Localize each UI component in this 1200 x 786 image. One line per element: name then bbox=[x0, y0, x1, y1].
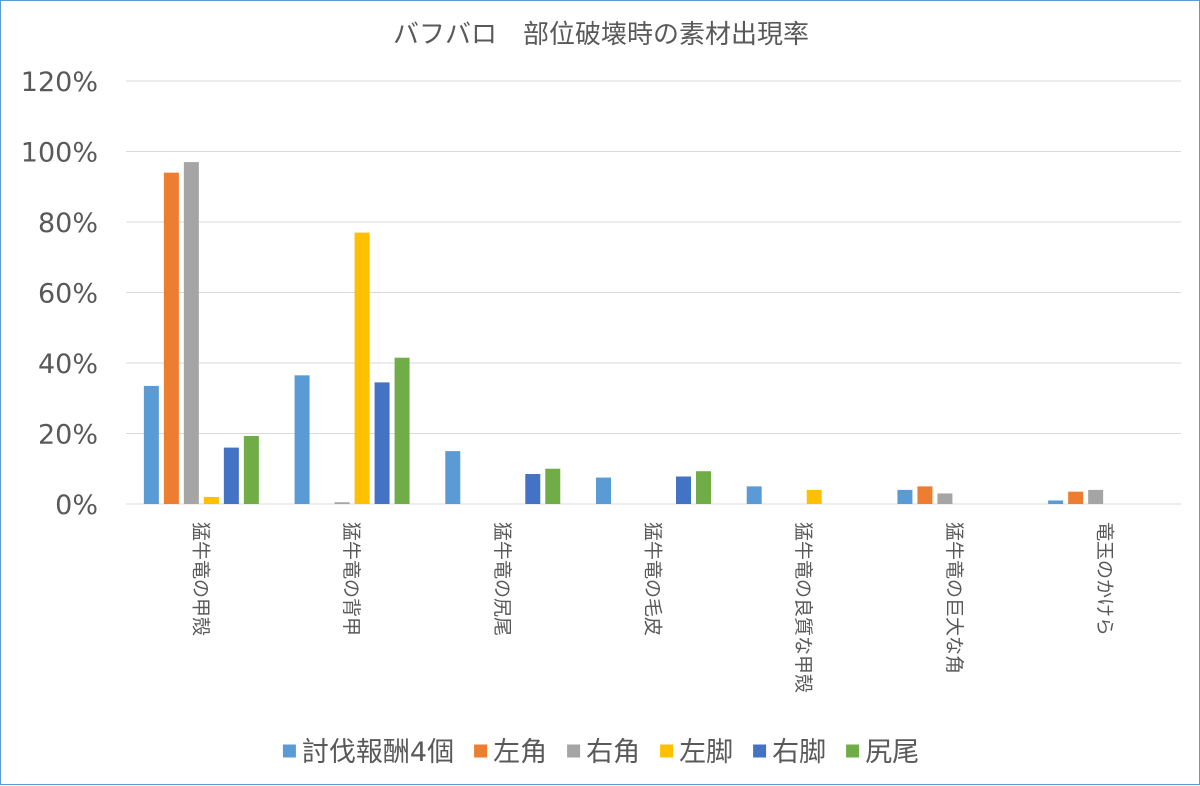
bar bbox=[394, 357, 410, 504]
bars bbox=[143, 162, 1104, 504]
bar bbox=[545, 468, 561, 504]
bar bbox=[334, 502, 350, 504]
bar bbox=[1068, 491, 1084, 504]
bar bbox=[223, 447, 239, 504]
bar bbox=[1088, 489, 1104, 504]
y-tick-label: 120% bbox=[21, 67, 98, 98]
bar bbox=[897, 489, 913, 504]
legend-label: 左角 bbox=[493, 737, 547, 768]
chart-title: バフバロ 部位破壊時の素材出現率 bbox=[393, 20, 809, 50]
bar bbox=[143, 385, 159, 504]
bar bbox=[676, 476, 691, 504]
y-tick-label: 0% bbox=[55, 490, 98, 521]
bar bbox=[1048, 500, 1064, 504]
y-axis-ticks: 0% 20% 40% 60% 80% 100% 120% bbox=[21, 67, 98, 521]
x-tick-label: 猛牛竜の甲殻 bbox=[189, 522, 211, 636]
legend-swatch bbox=[567, 744, 581, 758]
bar bbox=[163, 172, 179, 504]
bar bbox=[917, 486, 933, 504]
bar bbox=[294, 375, 310, 504]
bar bbox=[746, 486, 762, 504]
legend-swatch bbox=[753, 744, 767, 758]
legend-swatch bbox=[474, 744, 488, 758]
legend-label: 尻尾 bbox=[865, 737, 919, 768]
bar bbox=[183, 162, 199, 504]
legend-label: 右角 bbox=[586, 737, 640, 768]
bar bbox=[374, 382, 390, 504]
legend-label: 左脚 bbox=[679, 737, 733, 768]
bar bbox=[243, 435, 259, 504]
x-axis-ticks: 猛牛竜の甲殻 猛牛竜の背甲 猛牛竜の尻尾 猛牛竜の毛皮 猛牛竜の良質な甲殻 猛牛竜の巨大な… bbox=[189, 522, 1115, 693]
y-tick-label: 100% bbox=[21, 138, 98, 169]
bar bbox=[696, 471, 711, 504]
legend-swatch bbox=[282, 744, 296, 758]
legend-label: 討伐報酬4個 bbox=[302, 737, 454, 768]
bar bbox=[445, 451, 461, 504]
legend-swatch bbox=[846, 744, 860, 758]
y-tick-label: 80% bbox=[38, 208, 98, 239]
x-tick-label: 猛牛竜の尻尾 bbox=[491, 522, 513, 636]
legend: 討伐報酬4個 左角 右角 左脚 右脚 尻尾 bbox=[282, 737, 919, 768]
x-tick-label: 猛牛竜の背甲 bbox=[340, 522, 362, 636]
legend-swatch bbox=[660, 744, 674, 758]
gridlines bbox=[126, 80, 1181, 505]
bar bbox=[354, 232, 370, 504]
legend-label: 右脚 bbox=[772, 737, 826, 768]
x-tick-label: 猛牛竜の毛皮 bbox=[642, 522, 664, 636]
x-tick-label: 竜玉のかけら bbox=[1094, 522, 1116, 636]
y-tick-label: 60% bbox=[38, 279, 98, 310]
bar bbox=[525, 474, 541, 504]
x-tick-label: 猛牛竜の良質な甲殻 bbox=[792, 522, 814, 693]
x-tick-label: 猛牛竜の巨大な角 bbox=[943, 522, 965, 674]
bar bbox=[937, 493, 953, 504]
bar bbox=[806, 489, 822, 504]
bar bbox=[596, 477, 611, 504]
y-tick-label: 40% bbox=[38, 349, 98, 380]
y-tick-label: 20% bbox=[38, 420, 98, 451]
bar bbox=[203, 496, 219, 504]
